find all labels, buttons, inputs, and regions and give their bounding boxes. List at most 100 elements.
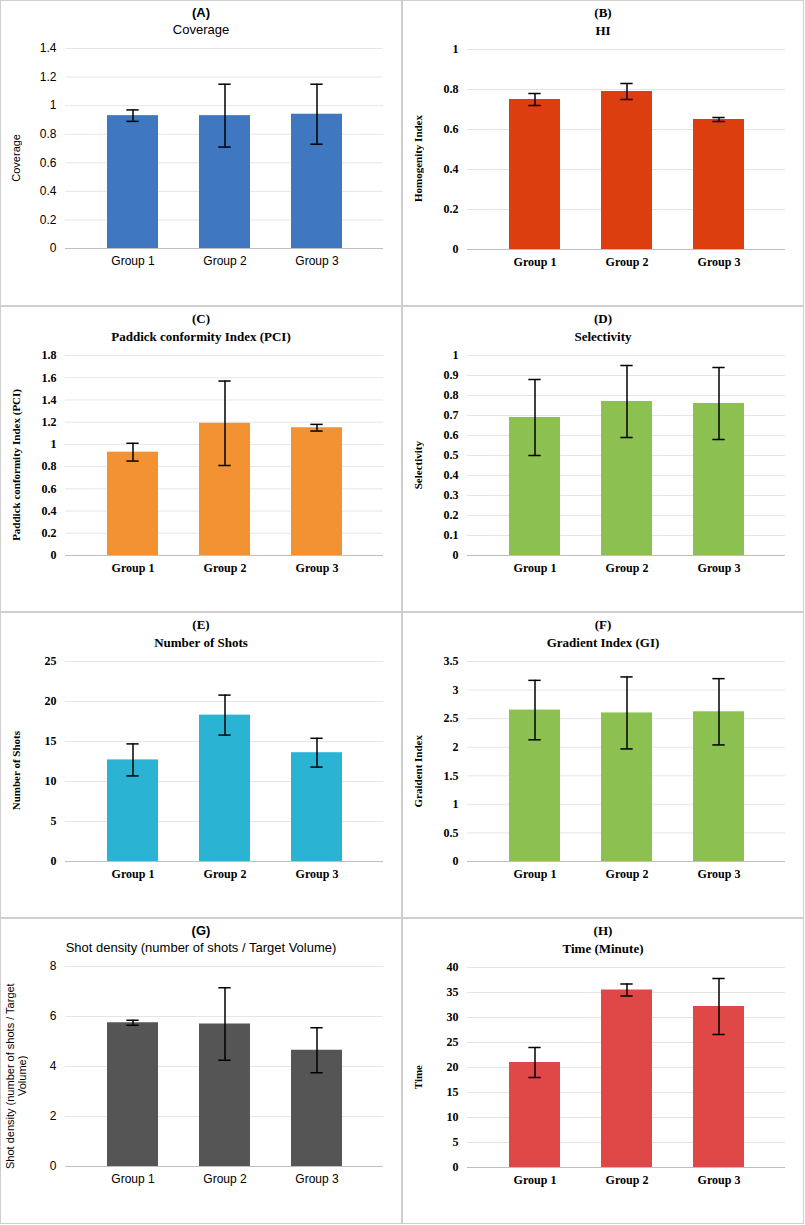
svg-text:Group 3: Group 3 (295, 254, 339, 268)
svg-text:Group 1: Group 1 (111, 254, 155, 268)
svg-text:Group 3: Group 3 (296, 561, 339, 575)
svg-text:1: 1 (453, 42, 459, 56)
svg-text:0.4: 0.4 (42, 504, 57, 518)
svg-text:Group 2: Group 2 (204, 561, 247, 575)
svg-text:0.2: 0.2 (444, 508, 459, 522)
svg-text:0.6: 0.6 (42, 482, 57, 496)
svg-text:0.6: 0.6 (40, 156, 57, 170)
svg-text:10: 10 (45, 774, 57, 788)
svg-text:Group 1: Group 1 (514, 1173, 557, 1187)
svg-text:4: 4 (50, 1059, 57, 1073)
html-text:Coverage: Coverage (172, 22, 230, 37)
html-text:Gradient Index (GI): Gradient Index (GI) (546, 635, 660, 650)
svg-text:0.8: 0.8 (40, 127, 57, 141)
svg-text:Group 3: Group 3 (296, 867, 339, 881)
html-text:(A): (A) (192, 5, 210, 20)
svg-text:10: 10 (447, 1110, 459, 1124)
svg-text:25: 25 (447, 1035, 459, 1049)
svg-text:0.4: 0.4 (444, 162, 459, 176)
svg-text:1: 1 (453, 348, 459, 362)
svg-text:15: 15 (447, 1085, 459, 1099)
html-text:Shot density (number of shots: Shot density (number of shots / Target V… (4, 983, 28, 1169)
svg-text:35: 35 (447, 985, 459, 999)
svg-text:0.8: 0.8 (42, 459, 57, 473)
svg-text:0.3: 0.3 (444, 488, 459, 502)
svg-text:0: 0 (51, 548, 57, 562)
svg-text:Group 2: Group 2 (204, 867, 247, 881)
svg-text:Group 3: Group 3 (698, 255, 741, 269)
svg-text:3.5: 3.5 (444, 654, 459, 668)
html-text:(E): (E) (192, 617, 210, 632)
svg-text:0: 0 (453, 548, 459, 562)
svg-text:0.2: 0.2 (444, 202, 459, 216)
svg-text:0.7: 0.7 (444, 408, 459, 422)
svg-text:1.5: 1.5 (444, 769, 459, 783)
svg-text:40: 40 (447, 960, 459, 974)
svg-text:0.6: 0.6 (444, 428, 459, 442)
svg-text:0.4: 0.4 (444, 468, 459, 482)
html-text:(D): (D) (594, 311, 612, 326)
html-text:(C): (C) (192, 311, 210, 326)
svg-text:Group 3: Group 3 (698, 867, 741, 881)
svg-text:Group 1: Group 1 (514, 255, 557, 269)
svg-text:8: 8 (50, 959, 57, 973)
svg-text:Group 3: Group 3 (295, 1172, 339, 1186)
svg-text:25: 25 (45, 654, 57, 668)
svg-text:Group 2: Group 2 (606, 867, 649, 881)
svg-text:3: 3 (453, 683, 459, 697)
svg-text:Group 1: Group 1 (514, 561, 557, 575)
svg-text:0.9: 0.9 (444, 368, 459, 382)
svg-text:20: 20 (45, 694, 57, 708)
svg-text:0.5: 0.5 (444, 448, 459, 462)
svg-text:Group 2: Group 2 (203, 1172, 247, 1186)
svg-text:2.5: 2.5 (444, 711, 459, 725)
svg-text:2: 2 (453, 740, 459, 754)
svg-text:Group 1: Group 1 (111, 1172, 155, 1186)
svg-text:5: 5 (453, 1135, 459, 1149)
svg-text:5: 5 (51, 814, 57, 828)
svg-text:Group 3: Group 3 (698, 1173, 741, 1187)
html-text:(F): (F) (594, 617, 612, 632)
svg-text:15: 15 (45, 734, 57, 748)
svg-text:1.2: 1.2 (42, 415, 57, 429)
svg-text:0.2: 0.2 (40, 213, 57, 227)
svg-text:1: 1 (51, 437, 57, 451)
svg-text:30: 30 (447, 1010, 459, 1024)
svg-text:Group 3: Group 3 (698, 561, 741, 575)
svg-text:1.8: 1.8 (42, 348, 57, 362)
html-text:Selectivity: Selectivity (574, 329, 632, 344)
svg-text:Group 2: Group 2 (606, 255, 649, 269)
svg-text:2: 2 (50, 1109, 57, 1123)
svg-text:Group 1: Group 1 (112, 561, 155, 575)
svg-text:Group 2: Group 2 (606, 1173, 649, 1187)
svg-text:0.8: 0.8 (444, 388, 459, 402)
html-text:HI: HI (595, 23, 611, 38)
svg-text:6: 6 (50, 1009, 57, 1023)
svg-text:Group 2: Group 2 (203, 254, 247, 268)
svg-text:0: 0 (453, 242, 459, 256)
svg-text:0: 0 (50, 1159, 57, 1173)
svg-text:0.2: 0.2 (42, 526, 57, 540)
svg-text:1: 1 (50, 98, 57, 112)
svg-text:Group 1: Group 1 (514, 867, 557, 881)
svg-text:1.4: 1.4 (40, 41, 57, 55)
svg-text:0: 0 (453, 1160, 459, 1174)
svg-text:0: 0 (453, 854, 459, 868)
svg-text:1.2: 1.2 (40, 70, 57, 84)
svg-text:0.6: 0.6 (444, 122, 459, 136)
svg-text:20: 20 (447, 1060, 459, 1074)
svg-text:0: 0 (51, 854, 57, 868)
svg-text:Group 1: Group 1 (112, 867, 155, 881)
html-text:Number of Shots: Number of Shots (154, 635, 248, 650)
svg-text:Group 2: Group 2 (606, 561, 649, 575)
svg-text:0.4: 0.4 (40, 184, 57, 198)
svg-text:0: 0 (50, 241, 57, 255)
svg-text:1.6: 1.6 (42, 371, 57, 385)
svg-text:1: 1 (453, 797, 459, 811)
svg-text:1.4: 1.4 (42, 393, 57, 407)
html-text:(B): (B) (594, 5, 612, 20)
svg-text:0.5: 0.5 (444, 826, 459, 840)
svg-text:0.8: 0.8 (444, 82, 459, 96)
svg-text:0.1: 0.1 (444, 528, 459, 542)
html-text:Paddick conformity Index (PCI): Paddick conformity Index (PCI) (111, 329, 291, 344)
